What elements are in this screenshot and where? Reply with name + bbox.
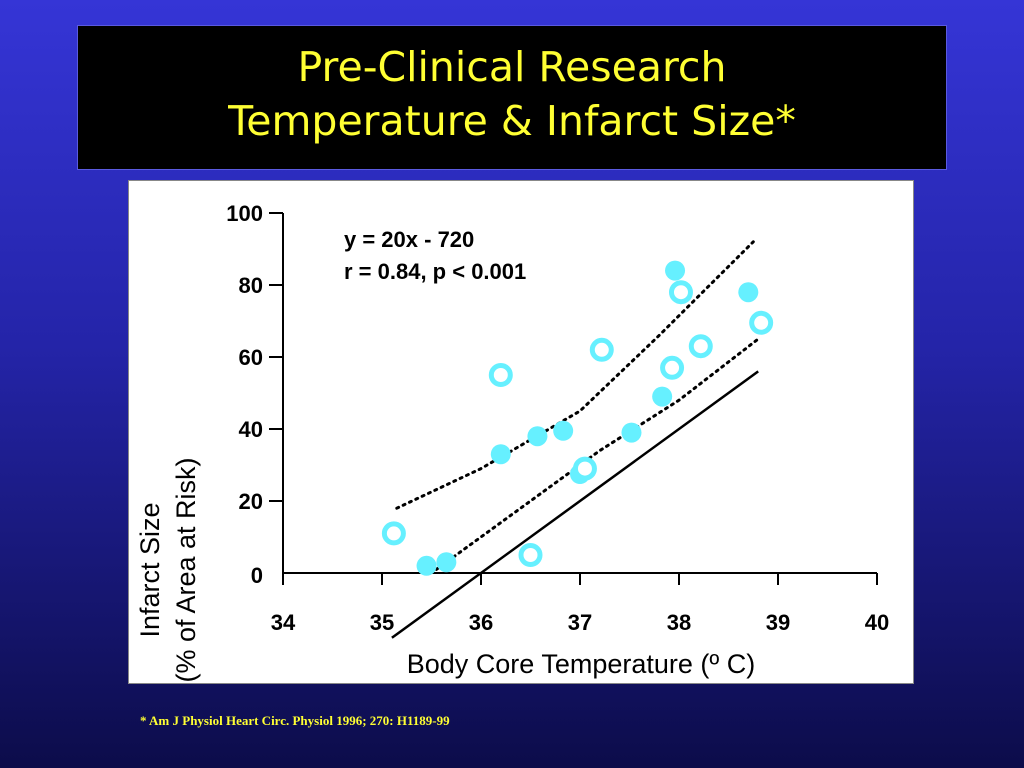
- data-point-filled: [738, 282, 759, 303]
- scatter-chart: 34 35 36 37 38 39 40 0 20 40 60 80 100 y = 20x - 720…: [135, 201, 889, 683]
- confidence-lower-line: [434, 337, 760, 571]
- y-tick-label: 100: [226, 201, 263, 226]
- chart-panel: 34 35 36 37 38 39 40 0 20 40 60 80 100 y = 20x - 720…: [128, 180, 914, 684]
- data-point-open: [572, 456, 597, 481]
- confidence-band: [395, 240, 760, 571]
- data-point-filled: [665, 260, 686, 281]
- data-point-open: [749, 310, 774, 335]
- data-point-filled: [436, 552, 457, 573]
- x-tick-label: 34: [271, 610, 296, 635]
- x-tick-label: 37: [568, 610, 592, 635]
- y-tick-label: 60: [239, 345, 263, 370]
- y-axis-label-line-1: Infarct Size: [135, 502, 165, 637]
- x-tick-label: 39: [766, 610, 790, 635]
- data-point-filled: [490, 444, 511, 465]
- correlation-stats: r = 0.84, p < 0.001: [344, 259, 526, 284]
- y-tick-label: 0: [251, 563, 263, 588]
- regression-line-group: [391, 370, 759, 639]
- data-point-open: [660, 355, 685, 380]
- y-tick-label: 20: [239, 489, 263, 514]
- data-point-filled: [416, 555, 437, 576]
- y-axis-label-line-2: (% of Area at Risk): [171, 457, 201, 682]
- y-tick-label: 80: [239, 273, 263, 298]
- x-tick-label: 38: [667, 610, 691, 635]
- x-tick-label: 35: [370, 610, 394, 635]
- data-point-open: [668, 280, 693, 305]
- title-line-2: Temperature & Infarct Size*: [228, 97, 796, 145]
- data-point-open: [381, 521, 406, 546]
- data-point-filled: [527, 426, 548, 447]
- data-point-open: [688, 334, 713, 359]
- citation-footnote: * Am J Physiol Heart Circ. Physiol 1996;…: [140, 713, 450, 728]
- title-box: Pre-Clinical Research Temperature & Infa…: [77, 25, 947, 170]
- confidence-upper-line: [395, 240, 755, 510]
- x-axis-label: Body Core Temperature (º C): [407, 649, 756, 679]
- data-point-filled: [621, 422, 642, 443]
- x-tick-label: 36: [469, 610, 493, 635]
- axes: 34 35 36 37 38 39 40 0 20 40 60 80 100: [226, 201, 889, 635]
- regression-line: [391, 370, 759, 639]
- data-point-open: [518, 543, 543, 567]
- regression-equation: y = 20x - 720: [344, 227, 474, 252]
- x-tick-label: 40: [865, 610, 889, 635]
- title-line-1: Pre-Clinical Research: [297, 43, 727, 91]
- y-tick-label: 40: [239, 417, 263, 442]
- data-points: [381, 260, 774, 576]
- data-point-filled: [553, 420, 574, 441]
- data-point-open: [488, 363, 513, 387]
- data-point-filled: [652, 386, 673, 407]
- data-point-open: [589, 337, 614, 362]
